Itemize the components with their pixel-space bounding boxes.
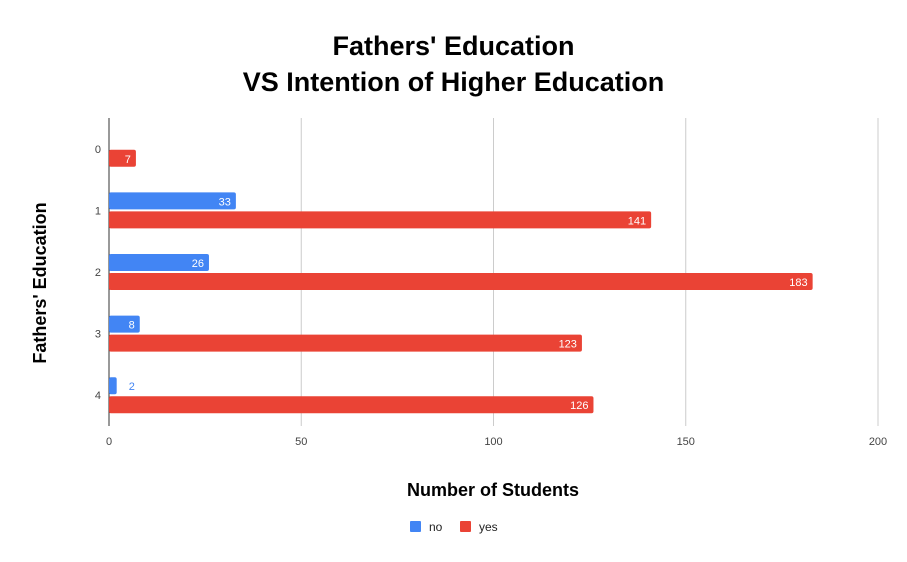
bar-yes (109, 211, 652, 229)
data-label: 141 (628, 215, 646, 227)
x-tick-label: 200 (869, 436, 887, 448)
y-tick-labels: 0 1 2 3 4 (95, 144, 101, 402)
data-label: 8 (129, 320, 135, 332)
chart-title-line1: Fathers' Education (332, 31, 575, 61)
bar-no (109, 254, 209, 271)
bar-no (109, 192, 236, 210)
y-tick-label: 4 (95, 390, 101, 402)
bar-yes (109, 334, 582, 352)
chart-title-line2: VS Intention of Higher Education (242, 67, 665, 97)
legend-label-no: no (429, 520, 443, 534)
x-tick-label: 0 (106, 436, 112, 448)
x-tick-label: 150 (677, 436, 695, 448)
bar-yes (109, 396, 594, 414)
y-tick-label: 3 (95, 329, 101, 341)
data-label: 33 (219, 196, 231, 208)
x-tick-labels: 0 50 100 150 200 (106, 436, 887, 448)
x-axis-title: Number of Students (407, 480, 579, 500)
data-label: 126 (570, 400, 588, 412)
bar-yes (109, 273, 813, 290)
legend-swatch-no (410, 521, 421, 532)
bar-yes (109, 149, 136, 167)
bar-no (109, 315, 140, 333)
x-tick-label: 50 (295, 436, 307, 448)
y-tick-label: 1 (95, 205, 101, 217)
data-label: 183 (789, 277, 807, 289)
legend-swatch-yes (460, 521, 471, 532)
bars: 7 33 141 26 183 8 123 2 126 (109, 149, 813, 414)
data-label: 2 (129, 381, 135, 393)
data-label: 26 (192, 258, 204, 270)
data-label: 7 (125, 154, 131, 166)
bar-no (109, 377, 117, 395)
legend: no yes (410, 520, 498, 534)
y-tick-label: 0 (95, 144, 101, 156)
legend-label-yes: yes (479, 520, 498, 534)
chart-title: Fathers' Education VS Intention of Highe… (0, 28, 907, 100)
y-axis-title: Fathers' Education (30, 202, 50, 363)
gridlines (108, 118, 879, 426)
x-tick-label: 100 (484, 436, 502, 448)
data-label: 123 (559, 339, 577, 351)
y-tick-label: 2 (95, 267, 101, 279)
